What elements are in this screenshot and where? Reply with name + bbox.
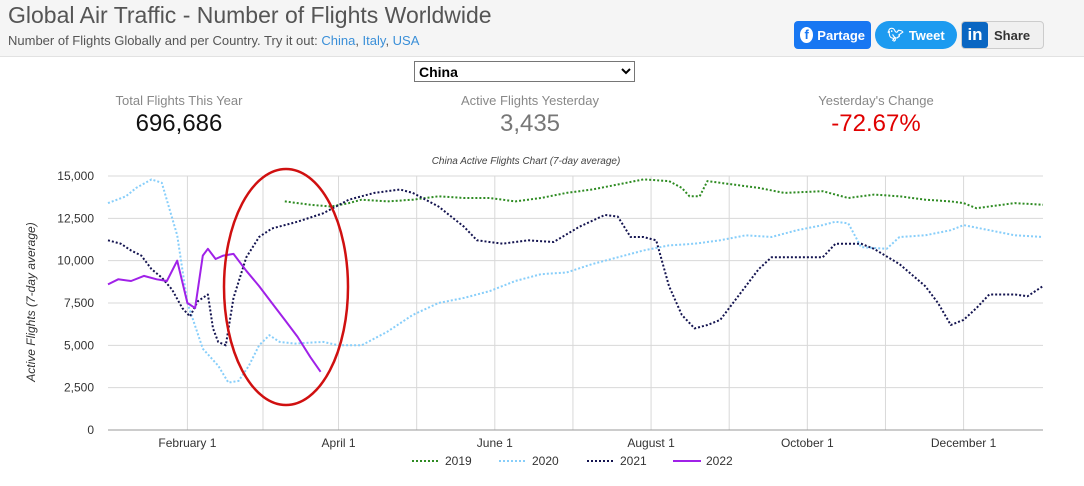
- chart-legend: 2019 2020 2021 2022: [412, 454, 733, 468]
- total-flights-value: 696,686: [135, 110, 223, 137]
- active-flights-stat: Active Flights Yesterday 3,435: [405, 93, 655, 138]
- x-tick-label: April 1: [322, 436, 356, 450]
- facebook-icon: f: [800, 27, 814, 43]
- linkedin-share-label: Share: [994, 27, 1031, 43]
- annotation-ellipse: [222, 167, 350, 407]
- series-line-2020: [107, 178, 1044, 384]
- y-tick-label: 0: [87, 423, 94, 437]
- linkedin-icon: in: [962, 22, 988, 48]
- x-tick-label: August 1: [627, 436, 675, 450]
- facebook-share-button[interactable]: f Partage: [794, 21, 871, 49]
- y-tick-label: 5,000: [64, 338, 94, 352]
- country-select[interactable]: China: [414, 61, 635, 82]
- subtitle-text: Number of Flights Globally and per Count…: [8, 33, 322, 48]
- chart-series: [107, 178, 1044, 384]
- y-axis-label: Active Flights (7-day average): [24, 222, 38, 382]
- link-italy[interactable]: Italy: [362, 33, 386, 48]
- page-subtitle: Number of Flights Globally and per Count…: [8, 33, 420, 48]
- series-line-2021: [107, 188, 1044, 347]
- linkedin-share-button[interactable]: in Share: [961, 21, 1044, 49]
- x-tick-label: December 1: [931, 436, 997, 450]
- tweet-label: Tweet: [908, 27, 945, 43]
- active-flights-label: Active Flights Yesterday: [460, 93, 600, 108]
- chart-axes: 0 2,500 5,000 7,500 10,000 12,500 15,000 Februa…: [57, 169, 1043, 450]
- active-flights-value: 3,435: [499, 110, 561, 137]
- y-tick-label: 12,500: [57, 211, 94, 225]
- series-line-2019: [284, 178, 1044, 210]
- facebook-share-label: Partage: [817, 27, 865, 43]
- legend-label-2021[interactable]: 2021: [620, 454, 647, 468]
- y-tick-label: 7,500: [64, 296, 94, 310]
- x-tick-label: June 1: [477, 436, 513, 450]
- legend-label-2019[interactable]: 2019: [445, 454, 472, 468]
- total-flights-stat: Total Flights This Year 696,686: [54, 93, 304, 138]
- y-tick-label: 10,000: [57, 254, 94, 268]
- chart-title: China Active Flights Chart (7-day averag…: [432, 156, 621, 167]
- twitter-bird-icon: 🐦︎: [887, 27, 904, 42]
- yesterday-change-label: Yesterday's Change: [818, 93, 934, 108]
- legend-label-2022[interactable]: 2022: [706, 454, 733, 468]
- link-china[interactable]: China: [321, 33, 356, 48]
- page-title: Global Air Traffic - Number of Flights W…: [8, 2, 492, 28]
- legend-label-2020[interactable]: 2020: [532, 454, 559, 468]
- y-tick-label: 2,500: [64, 381, 94, 395]
- yesterday-change-stat: Yesterday's Change -72.67%: [751, 93, 1001, 138]
- chart-grid: [108, 175, 1043, 431]
- x-tick-label: February 1: [158, 436, 216, 450]
- total-flights-label: Total Flights This Year: [115, 93, 243, 108]
- page-header: Global Air Traffic - Number of Flights W…: [0, 0, 1084, 57]
- link-usa[interactable]: USA: [392, 33, 420, 48]
- tweet-button[interactable]: 🐦︎ Tweet: [875, 21, 957, 49]
- x-tick-label: October 1: [781, 436, 834, 450]
- y-tick-label: 15,000: [57, 169, 94, 183]
- yesterday-change-value: -72.67%: [831, 110, 921, 137]
- series-line-2022: [107, 247, 322, 373]
- share-bar: f Partage 🐦︎ Tweet in Share: [794, 21, 1044, 49]
